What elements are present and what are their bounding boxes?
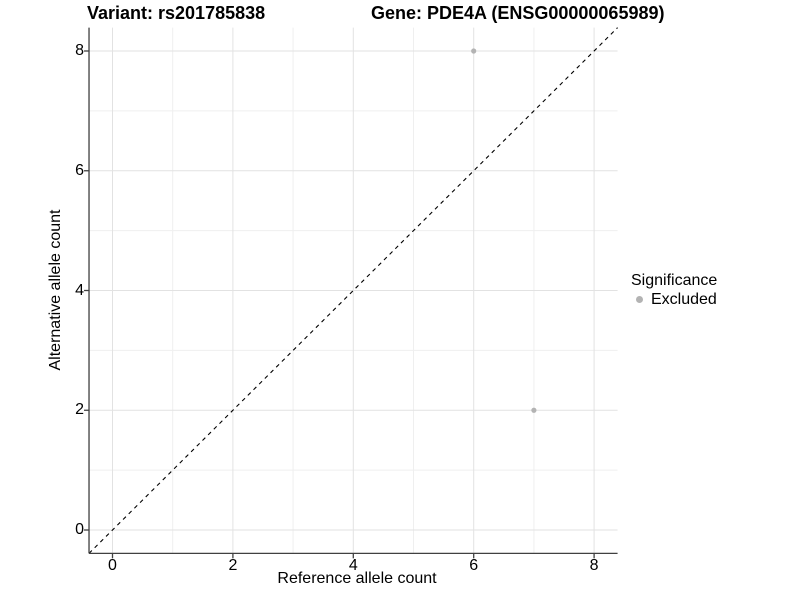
- y-tick-label: 4: [75, 281, 85, 299]
- x-tick-label: 4: [348, 557, 358, 575]
- y-tick-label: 0: [75, 521, 85, 538]
- x-tick-label: 0: [108, 557, 117, 575]
- x-tick-label: 8: [589, 557, 599, 575]
- data-point: [531, 407, 537, 413]
- x-tick-label: 2: [228, 557, 238, 575]
- y-tick-label: 8: [75, 42, 85, 59]
- x-axis-title: Reference allele count: [277, 570, 437, 587]
- legend-item-label: Excluded: [651, 291, 717, 308]
- legend-key: [631, 291, 648, 308]
- excluded-point-icon: [636, 296, 643, 303]
- legend: Significance Excluded: [631, 271, 717, 309]
- y-tick-label: 6: [75, 161, 85, 179]
- data-point: [471, 48, 477, 54]
- legend-title: Significance: [631, 272, 718, 289]
- legend-item-excluded: Excluded: [631, 290, 717, 309]
- x-tick-label: 6: [469, 557, 479, 575]
- y-tick-label: 2: [75, 401, 85, 419]
- plot-title-gene: Gene: PDE4A (ENSG00000065989): [371, 3, 665, 23]
- plot-title-variant: Variant: rs201785838: [87, 3, 266, 23]
